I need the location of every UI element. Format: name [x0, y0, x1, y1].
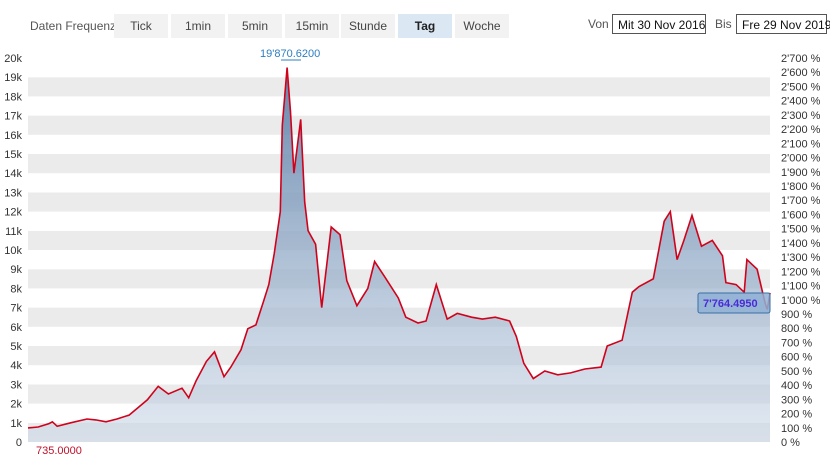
y2-tick-label: 700 % [781, 337, 812, 349]
y2-tick-label: 2'400 % [781, 96, 821, 108]
y2-tick-label: 1'100 % [781, 281, 821, 293]
y-tick-label: 16k [4, 130, 22, 142]
y-tick-label: 19k [4, 72, 22, 84]
y2-tick-label: 1'600 % [781, 209, 821, 221]
y2-tick-label: 1'200 % [781, 266, 821, 278]
tab-tag[interactable]: Tag [398, 14, 452, 38]
y2-tick-label: 1'400 % [781, 238, 821, 250]
max-annotation: 19'870.6200 [260, 48, 320, 60]
grid-band [28, 134, 770, 154]
y2-tick-label: 2'500 % [781, 81, 821, 93]
grid-band [28, 230, 770, 250]
y-tick-label: 8k [10, 283, 22, 295]
grid-band [28, 58, 770, 78]
tab-5min[interactable]: 5min [228, 14, 282, 38]
grid-band [28, 77, 770, 97]
y-tick-label: 4k [10, 360, 22, 372]
y2-tick-label: 1'000 % [781, 295, 821, 307]
y2-tick-label: 1'700 % [781, 195, 821, 207]
grid-band [28, 192, 770, 212]
y-tick-label: 6k [10, 322, 22, 334]
frequency-toolbar: Daten Frequenz Tick 1min 5min 15min Stun… [0, 0, 830, 40]
y2-tick-label: 300 % [781, 394, 812, 406]
y2-tick-label: 2'200 % [781, 124, 821, 136]
y2-tick-label: 400 % [781, 380, 812, 392]
y-axis-left: 0 1k 2k 3k 4k 5k 6k 7k 8k 9k 10k 11k 12k 13k 14k 15k 16k… [4, 53, 22, 449]
tab-stunde[interactable]: Stunde [341, 14, 395, 38]
y-tick-label: 10k [4, 245, 22, 257]
y-tick-label: 13k [4, 187, 22, 199]
y2-tick-label: 1'500 % [781, 224, 821, 236]
y2-tick-label: 100 % [781, 423, 812, 435]
price-chart: 0 1k 2k 3k 4k 5k 6k 7k 8k 9k 10k 11k 12k 13k 14k 15k 16k… [4, 48, 821, 457]
grid-band [28, 154, 770, 174]
y2-tick-label: 900 % [781, 309, 812, 321]
tab-15min[interactable]: 15min [285, 14, 339, 38]
price-area [28, 67, 770, 442]
grid-band [28, 250, 770, 270]
y-tick-label: 1k [10, 418, 22, 430]
y-tick-label: 14k [4, 168, 22, 180]
y-tick-label: 2k [10, 399, 22, 411]
y2-tick-label: 2'300 % [781, 110, 821, 122]
from-label: Von [588, 17, 609, 31]
y2-tick-label: 1'800 % [781, 181, 821, 193]
y-tick-label: 17k [4, 111, 22, 123]
grid-band [28, 269, 770, 289]
grid-band [28, 115, 770, 135]
y-tick-label: 20k [4, 53, 22, 65]
min-annotation: 735.0000 [36, 445, 82, 457]
tab-1min[interactable]: 1min [171, 14, 225, 38]
y-tick-label: 7k [10, 303, 22, 315]
y-tick-label: 15k [4, 149, 22, 161]
y2-tick-label: 500 % [781, 366, 812, 378]
grid-band [28, 211, 770, 231]
y2-tick-label: 2'600 % [781, 67, 821, 79]
tab-woche[interactable]: Woche [455, 14, 509, 38]
y-tick-label: 11k [5, 226, 22, 238]
y2-tick-label: 0 % [781, 437, 800, 449]
y-tick-label: 12k [4, 207, 22, 219]
y2-tick-label: 1'900 % [781, 167, 821, 179]
frequency-label: Daten Frequenz [30, 19, 117, 33]
to-date-field[interactable]: Fre 29 Nov 2019 [736, 14, 830, 34]
y-tick-label: 18k [4, 91, 22, 103]
y-tick-label: 0 [16, 437, 22, 449]
y2-tick-label: 2'000 % [781, 153, 821, 165]
to-label: Bis [715, 17, 732, 31]
from-date-field[interactable]: Mit 30 Nov 2016 [612, 14, 706, 34]
y2-tick-label: 200 % [781, 409, 812, 421]
y2-tick-label: 2'700 % [781, 53, 821, 65]
grid-band [28, 173, 770, 193]
y-tick-label: 3k [10, 379, 22, 391]
y-tick-label: 9k [10, 264, 22, 276]
y2-tick-label: 800 % [781, 323, 812, 335]
tab-tick[interactable]: Tick [114, 14, 168, 38]
grid-band [28, 96, 770, 116]
y2-tick-label: 2'100 % [781, 138, 821, 150]
y2-tick-label: 600 % [781, 352, 812, 364]
last-value-annotation: 7'764.4950 [703, 298, 758, 310]
y-tick-label: 5k [10, 341, 22, 353]
last-value-box [697, 292, 771, 314]
y-axis-right: 0 % 100 % 200 % 300 % 400 % 500 % 600 % 700 % 80… [781, 53, 821, 449]
y2-tick-label: 1'300 % [781, 252, 821, 264]
price-line [27, 67, 771, 429]
